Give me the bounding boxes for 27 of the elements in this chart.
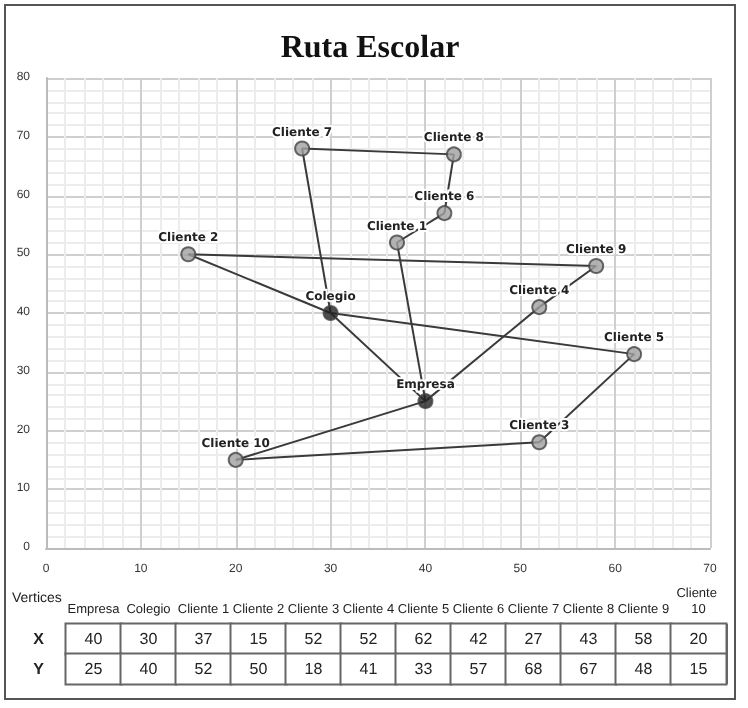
data-label: 15: [689, 660, 709, 678]
data-label: 27: [524, 630, 544, 648]
data-label: 15: [249, 630, 269, 648]
data-label: 67: [579, 660, 599, 678]
data-label: 52: [359, 630, 379, 648]
data-label: 41: [359, 660, 379, 678]
data-label: 57: [469, 660, 489, 678]
data-label: 52: [304, 630, 324, 648]
data-label: 58: [634, 630, 654, 648]
y-tick-label: Y: [33, 660, 46, 678]
data-label: 30: [139, 630, 159, 648]
data-label: 40: [84, 630, 104, 648]
data-label: 52: [194, 660, 214, 678]
data-label: 50: [249, 660, 269, 678]
data-label: 25: [84, 660, 104, 678]
data-label: 68: [524, 660, 544, 678]
y-tick-label: X: [33, 630, 46, 648]
data-label: 42: [469, 630, 489, 648]
chart-title: Ruta Escolar: [280, 31, 460, 65]
data-label: 18: [304, 660, 324, 678]
data-label: 40: [139, 660, 159, 678]
data-label: 62: [414, 630, 434, 648]
data-label: 33: [414, 660, 434, 678]
data-label: 43: [579, 630, 599, 648]
data-label: 20: [689, 630, 709, 648]
data-label: 48: [634, 660, 654, 678]
data-label: 37: [194, 630, 214, 648]
